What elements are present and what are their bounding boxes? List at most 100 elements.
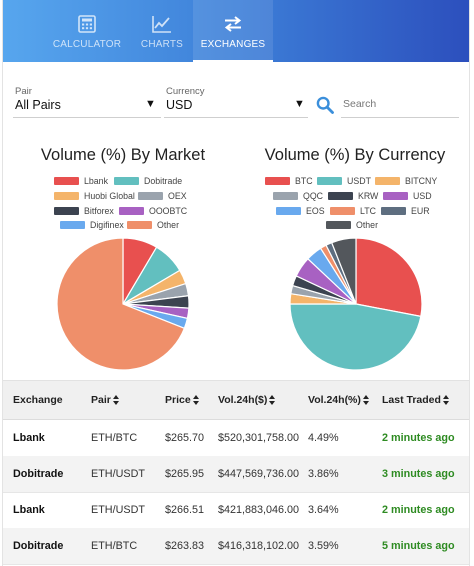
legend-label: Lbank <box>84 176 108 186</box>
legend-label: USDT <box>347 176 371 186</box>
table-row[interactable]: Lbank ETH/BTC $265.70 $520,301,758.00 4.… <box>3 420 469 457</box>
legend-label: EOS <box>306 206 325 216</box>
calculator-icon <box>78 14 96 34</box>
cell-last-traded: 5 minutes ago <box>382 540 455 552</box>
col-price-sortable[interactable]: Price <box>165 394 199 406</box>
legend-item-bitforex: Bitforex <box>54 206 114 216</box>
cell-vol-pct: 3.64% <box>308 504 339 516</box>
sort-icon <box>362 395 369 406</box>
currency-value: USD <box>166 98 193 112</box>
col-last-traded-sortable[interactable]: Last Traded <box>382 394 449 406</box>
col-last-traded-label: Last Traded <box>382 394 441 406</box>
tab-exchanges[interactable]: EXCHANGES <box>193 0 273 62</box>
pie-slice-other[interactable] <box>330 237 357 305</box>
market-chart-title: Volume (%) By Market <box>40 146 206 164</box>
pie-slice-usdt[interactable] <box>289 303 422 371</box>
table-row[interactable]: Dobitrade ETH/BTC $263.83 $416,318,102.0… <box>3 528 469 565</box>
legend-swatch <box>381 207 406 215</box>
pair-underline <box>13 117 161 118</box>
col-price-label: Price <box>165 394 191 406</box>
legend-label: OOOBTC <box>149 206 188 216</box>
market-pie-chart <box>56 237 190 371</box>
col-vol24h-usd-label: Vol.24h($) <box>218 394 268 406</box>
tab-calculator-label: CALCULATOR <box>52 39 122 50</box>
cell-pair: ETH/BTC <box>91 432 138 444</box>
legend-item-dobitrade: Dobitrade <box>114 176 182 186</box>
sort-icon <box>442 395 449 406</box>
legend-label: Dobitrade <box>144 176 183 186</box>
cell-pair: ETH/BTC <box>91 540 138 552</box>
search-underline <box>341 117 459 118</box>
tab-charts[interactable]: CHARTS <box>131 0 193 62</box>
legend-swatch <box>276 207 301 215</box>
exchange-arrows-icon <box>223 14 243 34</box>
cell-vol-usd: $416,318,102.00 <box>218 540 300 552</box>
sort-icon <box>112 395 119 406</box>
cell-last-traded: 2 minutes ago <box>382 432 455 444</box>
exchanges-table-header: Exchange Pair Price Vol.24h($) Vol.24h(%… <box>3 380 469 420</box>
legend-item-other: Other <box>127 220 179 230</box>
legend-swatch <box>54 177 79 185</box>
legend-label: Other <box>356 220 379 230</box>
legend-label: Bitforex <box>84 206 114 216</box>
top-nav: CALCULATOR CHARTS EXCHANGES <box>3 0 469 62</box>
search-icon[interactable] <box>316 96 334 119</box>
legend-item-lbank: Lbank <box>54 176 108 186</box>
legend-swatch <box>317 177 342 185</box>
col-vol24h-pct-sortable[interactable]: Vol.24h(%) <box>308 394 369 406</box>
cell-vol-usd: $421,883,046.00 <box>218 504 300 516</box>
table-row[interactable]: Lbank ETH/USDT $266.51 $421,883,046.00 3… <box>3 492 469 529</box>
legend-swatch <box>114 177 139 185</box>
legend-item-ooobtc: OOOBTC <box>119 206 187 216</box>
legend-label: LTC <box>360 206 376 216</box>
legend-item-eur: EUR <box>381 206 430 216</box>
legend-swatch <box>54 207 79 215</box>
legend-item-usdt: USDT <box>317 176 371 186</box>
currency-pie-chart <box>289 237 423 371</box>
legend-item-qqc: QQC <box>273 191 323 201</box>
legend-label: KRW <box>358 191 379 201</box>
legend-item-ltc: LTC <box>330 206 376 216</box>
col-vol24h-pct-label: Vol.24h(%) <box>308 394 361 406</box>
legend-label: EUR <box>411 206 430 216</box>
tab-calculator[interactable]: CALCULATOR <box>48 0 126 62</box>
legend-label: OEX <box>168 191 187 201</box>
col-pair-sortable[interactable]: Pair <box>91 394 119 406</box>
pie-slice-btc[interactable] <box>355 237 423 318</box>
legend-item-eos: EOS <box>276 206 325 216</box>
currency-select[interactable]: USD ▼ <box>164 84 308 118</box>
legend-swatch <box>54 192 79 200</box>
search-placeholder: Search <box>343 98 377 110</box>
cell-price: $263.83 <box>165 540 205 552</box>
legend-item-oex: OEX <box>138 191 187 201</box>
legend-label: Huobi Global <box>84 191 135 201</box>
sort-icon <box>269 395 276 406</box>
table-row[interactable]: Dobitrade ETH/USDT $265.95 $447,569,736.… <box>3 456 469 493</box>
search-input[interactable]: Search <box>341 92 459 118</box>
currency-underline <box>164 117 308 118</box>
legend-item-usd: USD <box>383 191 432 201</box>
currency-label: Currency <box>166 86 205 97</box>
pair-select[interactable]: All Pairs ▼ <box>13 84 161 118</box>
col-vol24h-usd-sortable[interactable]: Vol.24h($) <box>218 394 276 406</box>
pie-slice-other[interactable] <box>56 237 186 371</box>
legend-item-other: Other <box>326 220 378 230</box>
currency-chevron-down-icon: ▼ <box>294 98 305 110</box>
legend-swatch <box>326 221 351 229</box>
cell-vol-pct: 3.59% <box>308 540 339 552</box>
legend-item-huobi-global: Huobi Global <box>54 191 135 201</box>
legend-swatch <box>138 192 163 200</box>
legend-swatch <box>328 192 353 200</box>
tab-exchanges-label: EXCHANGES <box>200 39 266 50</box>
cell-price: $266.51 <box>165 504 205 516</box>
cell-exchange: Lbank <box>13 504 45 516</box>
legend-label: Digifinex <box>90 220 124 230</box>
legend-label: Other <box>157 220 180 230</box>
col-exchange: Exchange <box>13 394 63 406</box>
legend-label: QQC <box>303 191 324 201</box>
legend-swatch <box>60 221 85 229</box>
legend-item-bitcny: BITCNY <box>375 176 437 186</box>
legend-item-digifinex: Digifinex <box>60 220 124 230</box>
cell-last-traded: 2 minutes ago <box>382 504 455 516</box>
legend-swatch <box>330 207 355 215</box>
